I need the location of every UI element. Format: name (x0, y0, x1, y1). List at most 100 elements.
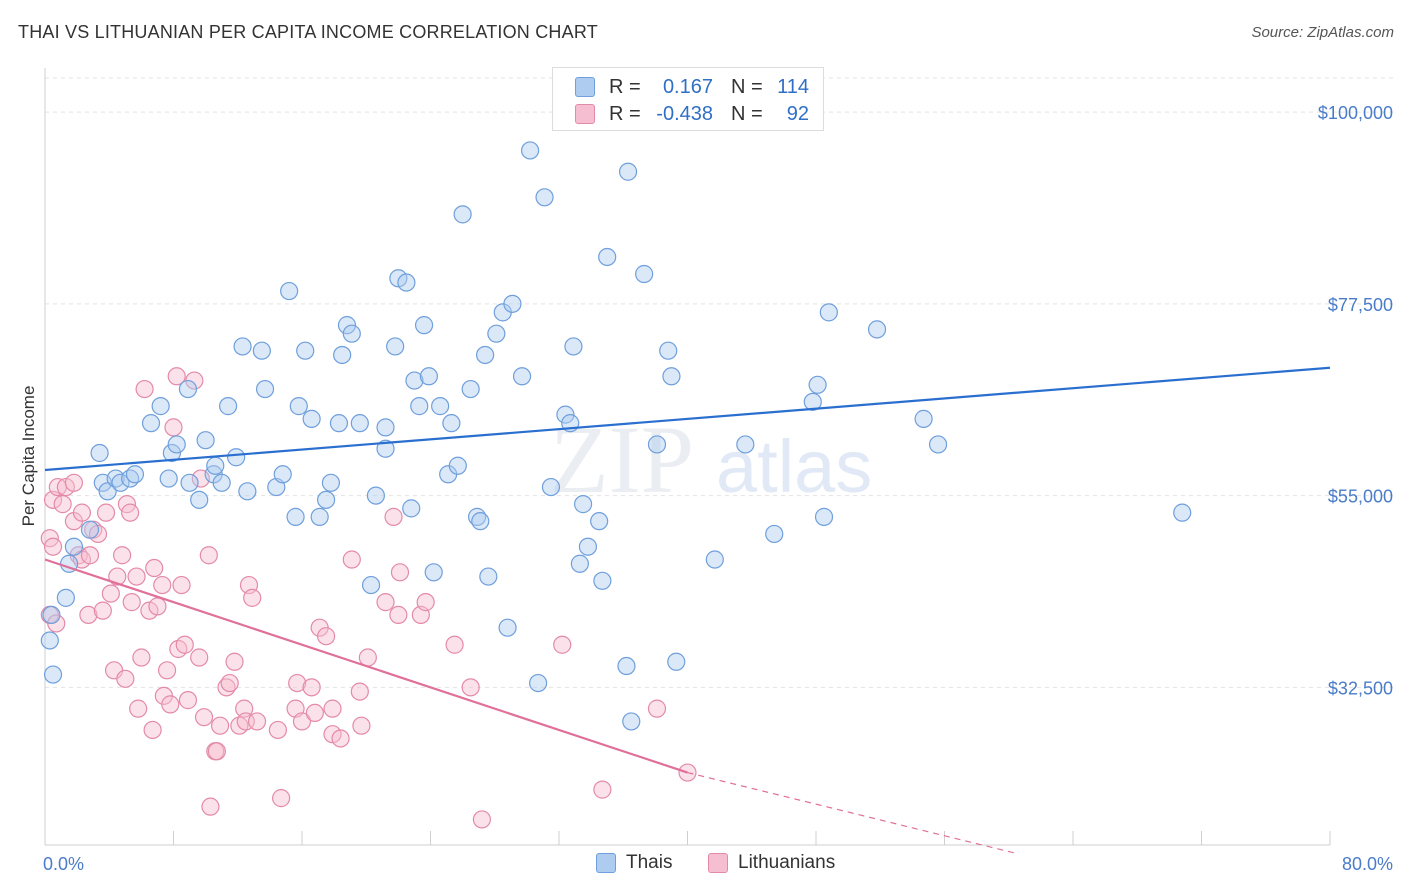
thais-trend-line (44, 366, 1331, 472)
thai-point (386, 337, 405, 356)
thai-point (803, 392, 822, 411)
thai-point (376, 439, 395, 458)
lithuanian-point (161, 695, 180, 714)
axes (44, 68, 1331, 846)
thai-point (64, 537, 84, 556)
lithuanian-point (43, 537, 63, 556)
thai-point (479, 567, 498, 586)
x-tick-label: 0.0% (43, 854, 84, 874)
thai-point (819, 303, 838, 322)
thai-point (289, 397, 308, 416)
legend-row-lithuanians: R = -0.438 N = 92 (575, 101, 809, 127)
lithuanian-point (272, 789, 291, 808)
x-tick-labels: 0.0% 80.0% (43, 854, 1393, 874)
n-label: N = (731, 75, 763, 98)
lithuanian-point (53, 495, 72, 514)
thai-point (442, 414, 461, 433)
y-tick-label: $100,000 (1318, 103, 1393, 123)
lithuanian-point (389, 605, 408, 625)
thai-point (316, 490, 336, 509)
thai-point (535, 188, 554, 207)
thais-swatch (575, 77, 595, 97)
thai-point (498, 618, 517, 637)
thai-point (366, 486, 385, 505)
legend-row-thais: R = 0.167 N = 114 (575, 74, 809, 100)
thai-point (80, 520, 100, 539)
lithuanian-point (148, 597, 167, 616)
thai-point (98, 482, 117, 501)
lithuanian-point (416, 593, 435, 612)
thai-point (233, 337, 252, 356)
thai-point (125, 465, 145, 484)
thai-point (361, 575, 381, 595)
lithuanian-point (72, 503, 92, 522)
thai-point (180, 473, 199, 492)
lithuanian-point (190, 648, 209, 667)
lithuanian-point (331, 729, 350, 748)
n-value: 114 (777, 75, 809, 98)
thai-point (219, 397, 238, 416)
thai-point (635, 264, 654, 284)
lithuanian-point (132, 648, 151, 667)
thai-point (765, 524, 784, 544)
thai-point (662, 367, 681, 386)
thai-point (280, 281, 299, 301)
thai-point (273, 465, 292, 484)
thai-point (321, 473, 341, 492)
lithuanian-point (108, 567, 127, 586)
thai-point (337, 316, 357, 335)
thai-point (736, 435, 755, 454)
thai-point (705, 550, 724, 569)
thai-point (397, 273, 416, 292)
lithuanian-point (305, 703, 324, 723)
r-label: R = (609, 102, 641, 125)
lithuanian-point (80, 546, 100, 565)
thai-point (90, 443, 109, 463)
lithuanian-point (167, 367, 186, 386)
thai-point (286, 507, 305, 526)
lithuanian-point (445, 635, 464, 654)
thai-point (206, 456, 225, 475)
lithuanian-point (143, 720, 162, 740)
r-label: R = (609, 75, 641, 98)
thai-point (296, 341, 315, 360)
thai-point (541, 477, 561, 497)
thai-point (151, 397, 170, 416)
lithuanian-point (553, 635, 572, 654)
thai-point (405, 371, 424, 390)
thai-point (573, 495, 593, 514)
thai-point (252, 341, 271, 360)
x-tick-label: 80.0% (1342, 854, 1393, 874)
chart-title: THAI VS LITHUANIAN PER CAPITA INCOME COR… (18, 22, 598, 42)
thai-point (622, 712, 641, 731)
lithuanian-point (390, 563, 410, 582)
lithuanian-point (129, 699, 148, 718)
lithuanian-point (101, 584, 120, 603)
thai-point (570, 554, 589, 573)
trend-lines (44, 366, 1331, 855)
thai-point (424, 563, 443, 582)
thai-point (590, 512, 609, 531)
correlation-legend: R = 0.167 N = 114 R = -0.438 N = 92 (552, 67, 824, 131)
y-tick-labels: $32,500 $55,000 $77,500 $100,000 (1318, 103, 1393, 698)
legend-item-lithuanians: Lithuanians (708, 852, 835, 874)
thai-point (914, 409, 933, 428)
thai-point (196, 431, 215, 450)
watermark-atlas: atlas (716, 425, 872, 508)
watermark: ZIP atlas (550, 406, 872, 513)
lithuanian-point (157, 661, 177, 680)
lithuanian-point (243, 588, 262, 607)
lithuanian-point (153, 575, 172, 595)
lithuanian-point (93, 601, 112, 620)
thai-point (529, 673, 548, 693)
thais-points (40, 141, 1192, 731)
thai-point (503, 294, 522, 313)
lithuanians-points (40, 367, 697, 829)
lithuanian-point (135, 379, 154, 399)
thai-point (190, 490, 209, 509)
thai-point (302, 409, 321, 428)
thai-point (520, 141, 540, 160)
lithuanian-point (164, 418, 183, 437)
lithuanian-point (178, 691, 198, 710)
